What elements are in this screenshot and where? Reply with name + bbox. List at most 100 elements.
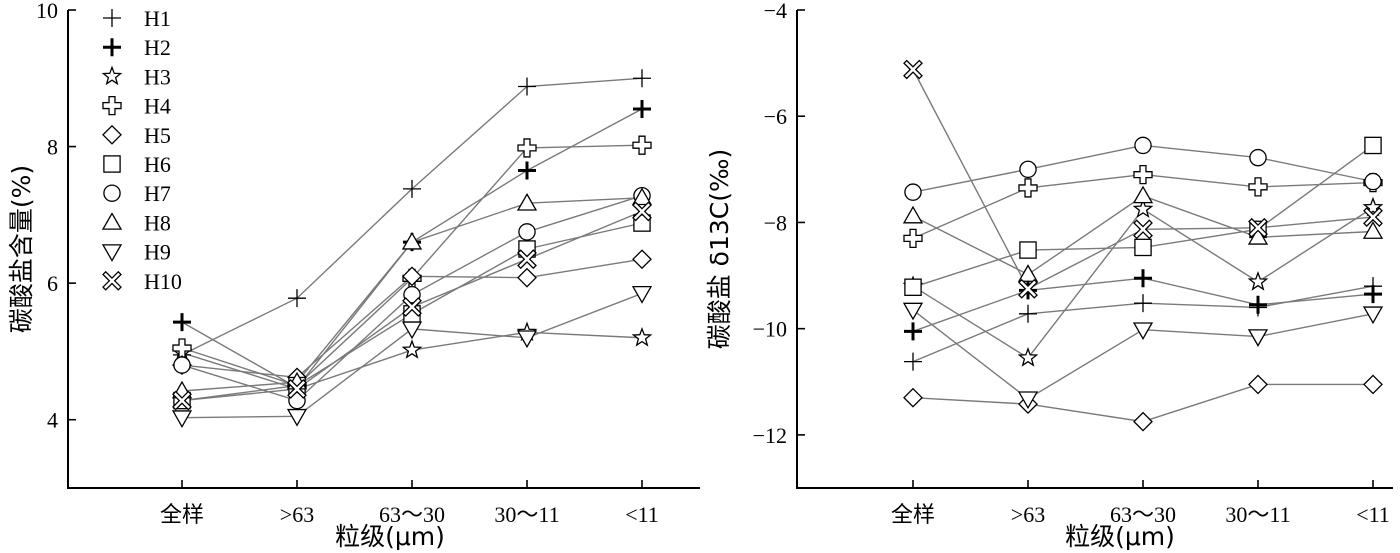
legend-marker-h9	[101, 244, 123, 262]
x-tick-label: >63	[280, 502, 314, 527]
point-h9-1	[1017, 391, 1039, 410]
point-h9-3	[1247, 329, 1269, 347]
point-h4-2	[1133, 164, 1153, 185]
x-tick-label: 30～11	[494, 502, 559, 527]
point-h6-4	[1364, 136, 1382, 155]
legend-label-h5: H5	[144, 123, 171, 148]
point-h10-3	[517, 249, 537, 270]
x-tick-label: <11	[625, 502, 659, 527]
legend-marker-h8	[101, 212, 123, 230]
y-tick-label: −10	[753, 317, 787, 342]
point-h6-2	[1134, 238, 1152, 257]
legend-label-h6: H6	[144, 152, 171, 177]
x-axis-title: 粒级(μm)	[335, 522, 445, 551]
point-h5-3	[517, 267, 537, 288]
point-h2-4	[633, 100, 651, 119]
point-h10-2	[402, 297, 422, 317]
right-panel-carbon-isotope: −4 −6 −8 −10 −12 全样 >63 63～30 30～11 <11 粒级(μm) 碳酸盐 …	[705, 0, 1393, 551]
point-h2-2	[1134, 269, 1152, 288]
y-tick-label: −8	[764, 210, 787, 235]
point-h8-1	[1017, 264, 1039, 282]
point-h7-0	[173, 356, 191, 374]
legend-label-h9: H9	[144, 240, 171, 265]
point-h1-2	[1134, 294, 1152, 313]
legend-marker-h3	[101, 65, 123, 86]
point-h7-2	[403, 286, 421, 304]
point-h5-3	[1248, 374, 1268, 395]
point-h2-0	[904, 322, 922, 341]
point-h1-4	[633, 69, 651, 88]
point-h10-0	[172, 390, 192, 411]
point-h5-2	[402, 266, 422, 287]
point-h3-3	[1247, 271, 1269, 291]
point-h3-2	[401, 339, 423, 359]
point-h1-1	[1019, 304, 1037, 323]
point-h6-1	[1019, 241, 1037, 259]
x-tick-label: 63～30	[379, 502, 445, 527]
point-h4-1	[1018, 178, 1038, 198]
legend-label-h1: H1	[144, 6, 171, 31]
legend-marker-h10	[102, 270, 122, 291]
point-h8-0	[902, 205, 924, 224]
point-h1-1	[288, 289, 306, 308]
point-h7-1	[1019, 160, 1037, 179]
point-h9-2	[1132, 322, 1154, 341]
axis-lines	[67, 10, 700, 489]
x-tick-label: 全样	[891, 502, 935, 527]
point-h10-1	[287, 379, 307, 399]
point-h10-2	[1133, 219, 1153, 240]
point-h5-2	[1133, 411, 1153, 432]
y-axis-title: 碳酸盐 δ13C(‰)	[705, 149, 734, 350]
point-h10-0	[903, 59, 923, 80]
point-h3-4	[1362, 196, 1384, 217]
point-h9-4	[631, 285, 653, 304]
legend-marker-h7	[103, 184, 121, 202]
y-tick-label: 10	[36, 0, 58, 23]
point-h2-4	[1364, 285, 1382, 304]
point-h8-2	[401, 231, 423, 250]
point-h2-0	[173, 313, 191, 332]
point-h1-0	[904, 352, 922, 371]
x-tick-label: 63～30	[1110, 502, 1176, 527]
point-h7-4	[1364, 172, 1382, 191]
point-h10-1	[1018, 278, 1038, 299]
point-h9-0	[171, 410, 193, 428]
y-axis-title: 碳酸盐含量(%)	[7, 165, 36, 333]
point-h3-4	[631, 326, 653, 347]
point-h4-4	[632, 135, 652, 155]
legend: H1 H2 H3 H4 H5 H6 H7 H8 H9 H10	[101, 6, 182, 294]
y-tick-label: 4	[47, 408, 58, 433]
point-h5-4	[632, 249, 652, 270]
legend-label-h7: H7	[144, 181, 171, 206]
point-h8-3	[1247, 227, 1269, 245]
y-tick-label: −4	[764, 0, 787, 23]
x-axis-title: 粒级(μm)	[1065, 522, 1175, 551]
point-h10-3	[1248, 217, 1268, 238]
point-h3-1	[1017, 347, 1039, 367]
point-h7-2	[1134, 136, 1152, 155]
legend-label-h4: H4	[144, 94, 171, 119]
x-tick-label: 30～11	[1225, 502, 1290, 527]
point-h5-0	[903, 387, 923, 408]
point-h8-3	[516, 192, 538, 211]
point-h9-0	[902, 302, 924, 321]
legend-marker-h5	[102, 124, 122, 145]
y-tick-label: −6	[764, 104, 787, 129]
point-h10-4	[632, 201, 652, 222]
point-h5-4	[1363, 374, 1383, 395]
legend-label-h8: H8	[144, 210, 171, 235]
point-h1-3	[518, 77, 536, 96]
point-h7-3	[518, 223, 536, 241]
legend-label-h10: H10	[144, 269, 182, 294]
point-h8-2	[1132, 185, 1154, 204]
point-h4-3	[517, 138, 537, 158]
point-h4-3	[1248, 177, 1268, 197]
point-h7-0	[904, 183, 922, 201]
x-tick-label: >63	[1011, 502, 1045, 527]
legend-marker-h4	[102, 95, 122, 116]
point-h9-3	[516, 330, 538, 349]
point-h10-4	[1363, 207, 1383, 228]
legend-label-h3: H3	[144, 64, 171, 89]
